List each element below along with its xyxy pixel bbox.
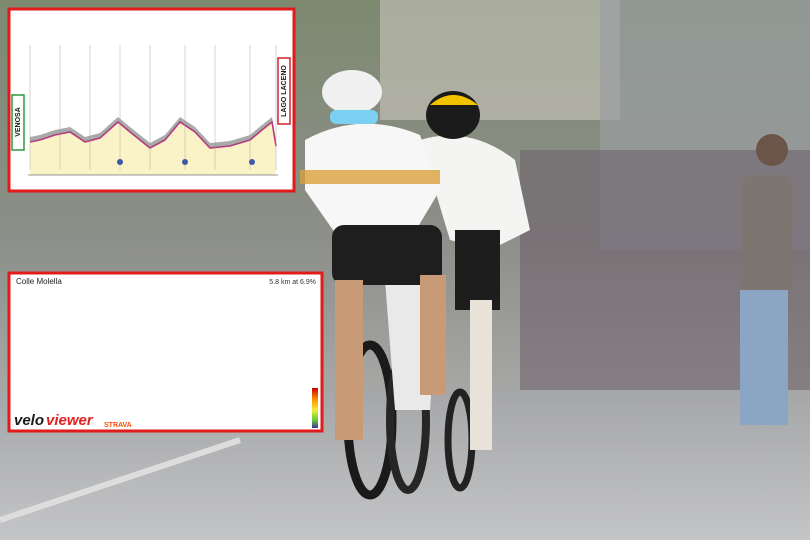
brand-viewer: viewer (46, 412, 94, 429)
helmet (322, 70, 382, 114)
jersey (420, 135, 530, 250)
spectator-head (756, 134, 788, 166)
climb-summary: 5.8 km at 6.9% (269, 279, 316, 286)
profile-area (30, 122, 276, 175)
spectator (742, 175, 792, 295)
start-label: VENOSA (15, 107, 22, 137)
spectator (740, 290, 788, 425)
road-marking (0, 437, 241, 523)
sprint-icon (182, 159, 188, 165)
shorts (332, 225, 442, 285)
climb-profile-inset: Colle Molella 5.8 km at 6.9% velo viewer… (7, 271, 324, 433)
helmet (430, 95, 478, 105)
gradient-scale (312, 388, 318, 428)
sunglasses (330, 110, 378, 124)
profile-shadow (30, 117, 276, 148)
climb-title: Colle Molella (16, 277, 62, 286)
sprint-icon (249, 159, 255, 165)
leg (420, 275, 446, 395)
start-box (11, 94, 25, 151)
leg (335, 280, 363, 440)
sprint-icon (117, 159, 123, 165)
finish-label: LAGO LACENO (281, 65, 288, 117)
brand-velo: velo (14, 412, 44, 429)
building (380, 0, 620, 120)
rainbow-band (300, 170, 440, 184)
shorts (455, 230, 500, 310)
powered-by: STRAVA (104, 422, 132, 429)
inset-frame (7, 271, 324, 433)
leg (470, 300, 492, 450)
stage-profile (28, 45, 278, 176)
finish-box (277, 57, 291, 125)
stage-profile-inset: VENOSA LAGO LACENO (7, 7, 296, 193)
